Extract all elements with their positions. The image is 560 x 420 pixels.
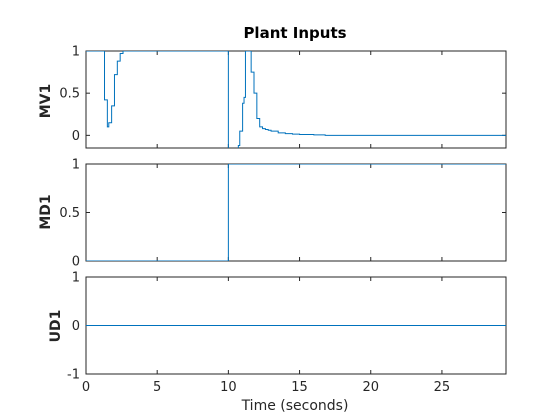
x-tick-label: 10: [220, 380, 237, 395]
series-line-md1: [86, 164, 506, 261]
x-tick-label: 5: [153, 380, 161, 395]
subplot-md1: MD1 00.51: [38, 158, 507, 270]
plot-area-ud1: 0 5 10 15 20 25-101: [67, 271, 507, 395]
y-tick-label: -1: [67, 368, 80, 383]
y-tick-label: 0.5: [59, 87, 80, 102]
y-axis-label-mv1: MV1: [38, 84, 54, 119]
subplot-ud1: UD1 0 5 10 15 20 25-101: [48, 271, 507, 395]
x-tick-label: 25: [434, 380, 451, 395]
y-tick-label: 0.5: [59, 206, 80, 221]
y-tick-label: 0: [72, 319, 80, 334]
plot-area-md1: 00.51: [59, 158, 507, 270]
y-tick-label: 1: [72, 45, 80, 60]
series-line-mv1: [86, 51, 506, 148]
axes-box-md1: [85, 163, 507, 262]
plot-area-mv1: 00.51: [59, 45, 507, 149]
chart-title: Plant Inputs: [243, 24, 346, 42]
subplot-mv1: MV1 00.51: [38, 45, 507, 149]
x-tick-label: 15: [291, 380, 308, 395]
y-axis-label-ud1: UD1: [48, 310, 64, 343]
x-axis-label: Time (seconds): [241, 398, 349, 414]
x-tick-label: 0: [82, 380, 90, 395]
y-tick-label: 0: [72, 255, 80, 270]
y-tick-label: 1: [72, 158, 80, 173]
axes-box-mv1: [85, 50, 507, 149]
y-tick-label: 1: [72, 271, 80, 286]
x-tick-label: 20: [362, 380, 379, 395]
y-tick-label: 0: [72, 129, 80, 144]
y-axis-label-md1: MD1: [38, 194, 54, 229]
